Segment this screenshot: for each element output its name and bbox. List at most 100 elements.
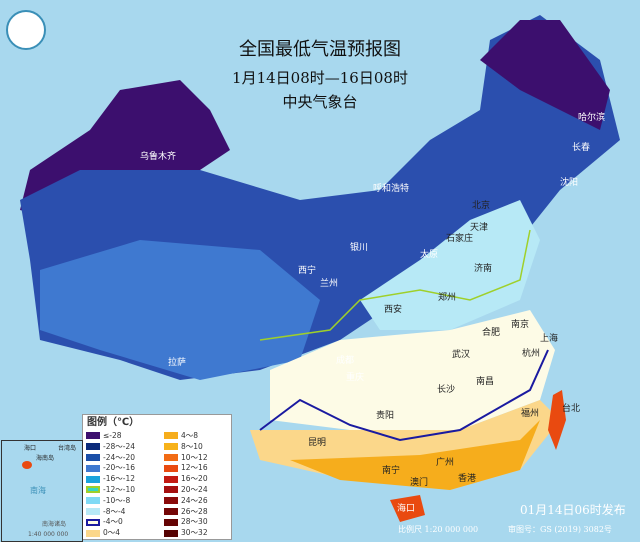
city-label: 兰州 <box>320 279 339 289</box>
legend: 图例（℃） ≤-28 4～8 -28～-24 8～10 -24～-20 10～12 -20～… <box>82 414 232 540</box>
issue-time: 01月14日06时发布 <box>520 503 626 517</box>
legend-label: 28～30 <box>181 517 208 527</box>
city-label: 武汉 <box>452 350 471 360</box>
legend-item: -24～-20 <box>86 453 164 463</box>
approval-number: 审图号：GS (2019) 3082号 <box>508 525 612 534</box>
city-label: 台北 <box>562 404 581 414</box>
region-central <box>270 310 555 430</box>
city-label: 成都 <box>336 356 355 366</box>
region-north-china <box>360 200 540 330</box>
city-label: 福州 <box>521 409 540 419</box>
inset-sea: 南海 <box>30 486 46 495</box>
inset-islands: 南海诸岛 <box>42 521 67 528</box>
agency: 中央气象台 <box>282 93 358 111</box>
city-label: 贵阳 <box>376 411 395 421</box>
legend-label: 12～16 <box>181 463 208 473</box>
legend-swatch <box>86 443 100 451</box>
inset-haikou: 海口 <box>24 445 37 452</box>
legend-label: 26～28 <box>181 506 208 516</box>
city-label: 呼和浩特 <box>373 184 410 194</box>
legend-item: 24～26 <box>164 496 230 506</box>
taiwan <box>548 390 566 450</box>
city-label: 济南 <box>474 264 493 274</box>
legend-swatch <box>164 453 178 461</box>
legend-label: 4～8 <box>181 431 199 440</box>
legend-item: 30～32 <box>164 528 230 538</box>
legend-swatch <box>86 486 100 494</box>
region-guangdong <box>290 420 540 490</box>
legend-swatch <box>86 475 100 483</box>
region-northeast-dark <box>480 20 610 130</box>
legend-item: -12～-10 <box>86 485 164 495</box>
city-label: 北京 <box>472 201 491 211</box>
legend-item: -28～-24 <box>86 442 164 452</box>
city-label: 长沙 <box>437 385 456 395</box>
legend-swatch <box>86 497 100 505</box>
legend-item: 26～28 <box>164 507 230 517</box>
city-label: 哈尔滨 <box>578 113 606 123</box>
legend-label: 8～10 <box>181 441 203 451</box>
legend-swatch <box>164 507 178 515</box>
legend-swatch <box>86 432 100 440</box>
city-label: 太原 <box>420 250 439 260</box>
legend-label: -16～-12 <box>103 474 135 484</box>
city-label: 重庆 <box>346 373 365 383</box>
legend-swatch <box>86 507 100 515</box>
city-label: 南京 <box>511 320 530 330</box>
city-label: 杭州 <box>522 349 541 359</box>
legend-item: 4～8 <box>164 431 230 441</box>
legend-swatch <box>164 497 178 505</box>
south-china-sea-inset: 海口 海南岛 台湾岛 南海 南海诸岛 1:40 000 000 <box>1 440 83 542</box>
city-label: 石家庄 <box>446 234 474 244</box>
legend-swatch <box>86 464 100 472</box>
legend-swatch <box>86 518 100 526</box>
city-label: 南宁 <box>382 466 401 476</box>
legend-label: 0～4 <box>103 528 121 538</box>
legend-label: 10～12 <box>181 452 208 462</box>
legend-swatch <box>164 464 178 472</box>
legend-item: -10～-8 <box>86 496 164 506</box>
region-tibet-light <box>40 240 320 380</box>
city-label: 乌鲁木齐 <box>140 152 177 162</box>
legend-item: ≤-28 <box>86 431 164 441</box>
legend-label: -10～-8 <box>103 495 131 505</box>
legend-swatch <box>164 475 178 483</box>
cma-logo <box>6 10 46 50</box>
city-label: 西安 <box>384 305 403 315</box>
city-label: 上海 <box>540 334 559 344</box>
city-label: 昆明 <box>308 438 327 448</box>
legend-item: 8～10 <box>164 442 230 452</box>
city-label: 银川 <box>350 243 369 253</box>
map-scale: 比例尺 1:20 000 000 <box>398 525 479 534</box>
forecast-period: 1月14日08时—16日08时 <box>232 69 408 87</box>
inset-taiwan: 台湾岛 <box>58 445 77 452</box>
legend-item: 20～24 <box>164 485 230 495</box>
city-label: 广州 <box>436 458 455 468</box>
hainan <box>390 495 425 522</box>
legend-label: -24～-20 <box>103 452 135 462</box>
city-label: 长春 <box>572 143 591 153</box>
legend-label: -12～-10 <box>103 484 135 494</box>
city-label: 合肥 <box>482 328 501 338</box>
legend-label: 16～20 <box>181 474 208 484</box>
legend-swatch <box>164 529 178 537</box>
city-label: 天津 <box>470 223 489 233</box>
isotherm-minus10 <box>259 229 531 341</box>
legend-title: 图例（℃） <box>87 417 140 428</box>
city-label: 澳门 <box>410 478 429 488</box>
city-label: 海口 <box>397 504 416 514</box>
inset-scale: 1:40 000 000 <box>28 531 69 538</box>
legend-item: -8～-4 <box>86 507 164 517</box>
legend-swatch <box>164 443 178 451</box>
legend-swatch <box>164 518 178 526</box>
legend-item: -4～0 <box>86 517 164 527</box>
city-label: 沈阳 <box>560 178 579 188</box>
legend-swatch <box>86 529 100 537</box>
legend-swatch <box>164 432 178 440</box>
legend-label: -28～-24 <box>103 441 135 451</box>
legend-label: 24～26 <box>181 495 208 505</box>
legend-item: -16～-12 <box>86 474 164 484</box>
legend-item: 16～20 <box>164 474 230 484</box>
isotherm-0 <box>259 349 549 442</box>
